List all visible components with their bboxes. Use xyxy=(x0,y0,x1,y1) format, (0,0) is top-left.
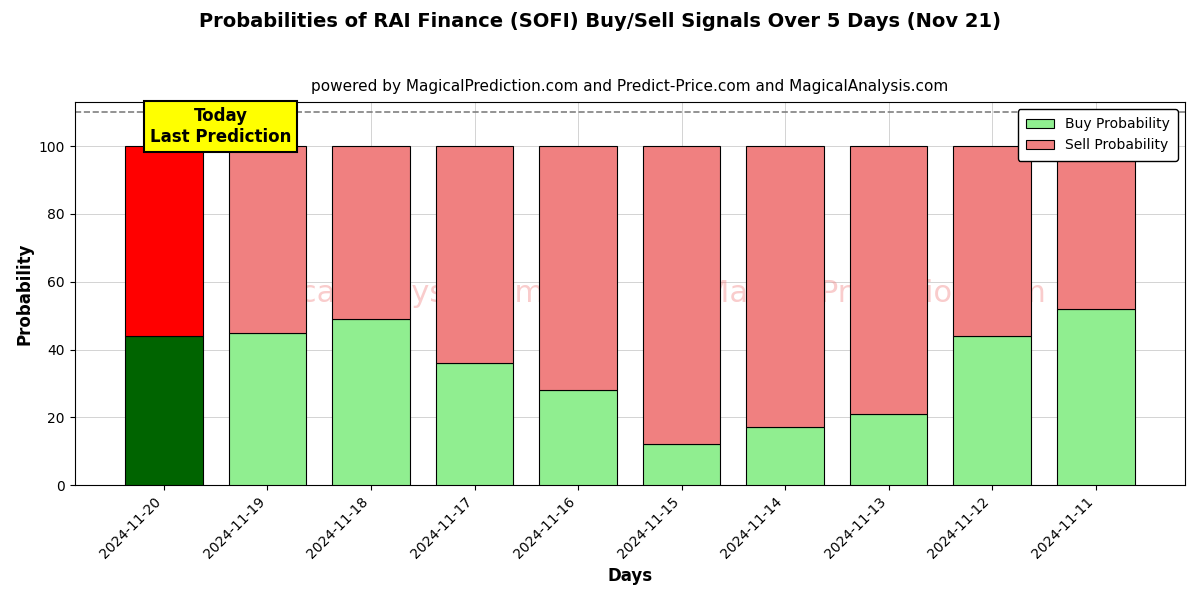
Bar xyxy=(953,146,1031,336)
Bar xyxy=(436,146,514,363)
Bar xyxy=(229,146,306,332)
Bar xyxy=(332,319,410,485)
Bar xyxy=(229,332,306,485)
Bar xyxy=(953,336,1031,485)
Bar xyxy=(125,146,203,336)
Bar xyxy=(746,427,824,485)
Y-axis label: Probability: Probability xyxy=(16,242,34,345)
Bar xyxy=(539,390,617,485)
Bar xyxy=(436,363,514,485)
X-axis label: Days: Days xyxy=(607,567,653,585)
Legend: Buy Probability, Sell Probability: Buy Probability, Sell Probability xyxy=(1018,109,1178,161)
Bar xyxy=(850,146,928,414)
Text: MagicalAnalysis.com: MagicalAnalysis.com xyxy=(227,279,544,308)
Text: MagicalPrediction.com: MagicalPrediction.com xyxy=(703,279,1045,308)
Bar xyxy=(1057,146,1134,309)
Bar xyxy=(643,146,720,445)
Bar xyxy=(125,336,203,485)
Text: Probabilities of RAI Finance (SOFI) Buy/Sell Signals Over 5 Days (Nov 21): Probabilities of RAI Finance (SOFI) Buy/… xyxy=(199,12,1001,31)
Bar xyxy=(1057,309,1134,485)
Text: Today
Last Prediction: Today Last Prediction xyxy=(150,107,292,146)
Bar xyxy=(332,146,410,319)
Bar xyxy=(746,146,824,427)
Bar xyxy=(539,146,617,390)
Bar xyxy=(850,414,928,485)
Title: powered by MagicalPrediction.com and Predict-Price.com and MagicalAnalysis.com: powered by MagicalPrediction.com and Pre… xyxy=(311,79,948,94)
Bar xyxy=(643,445,720,485)
